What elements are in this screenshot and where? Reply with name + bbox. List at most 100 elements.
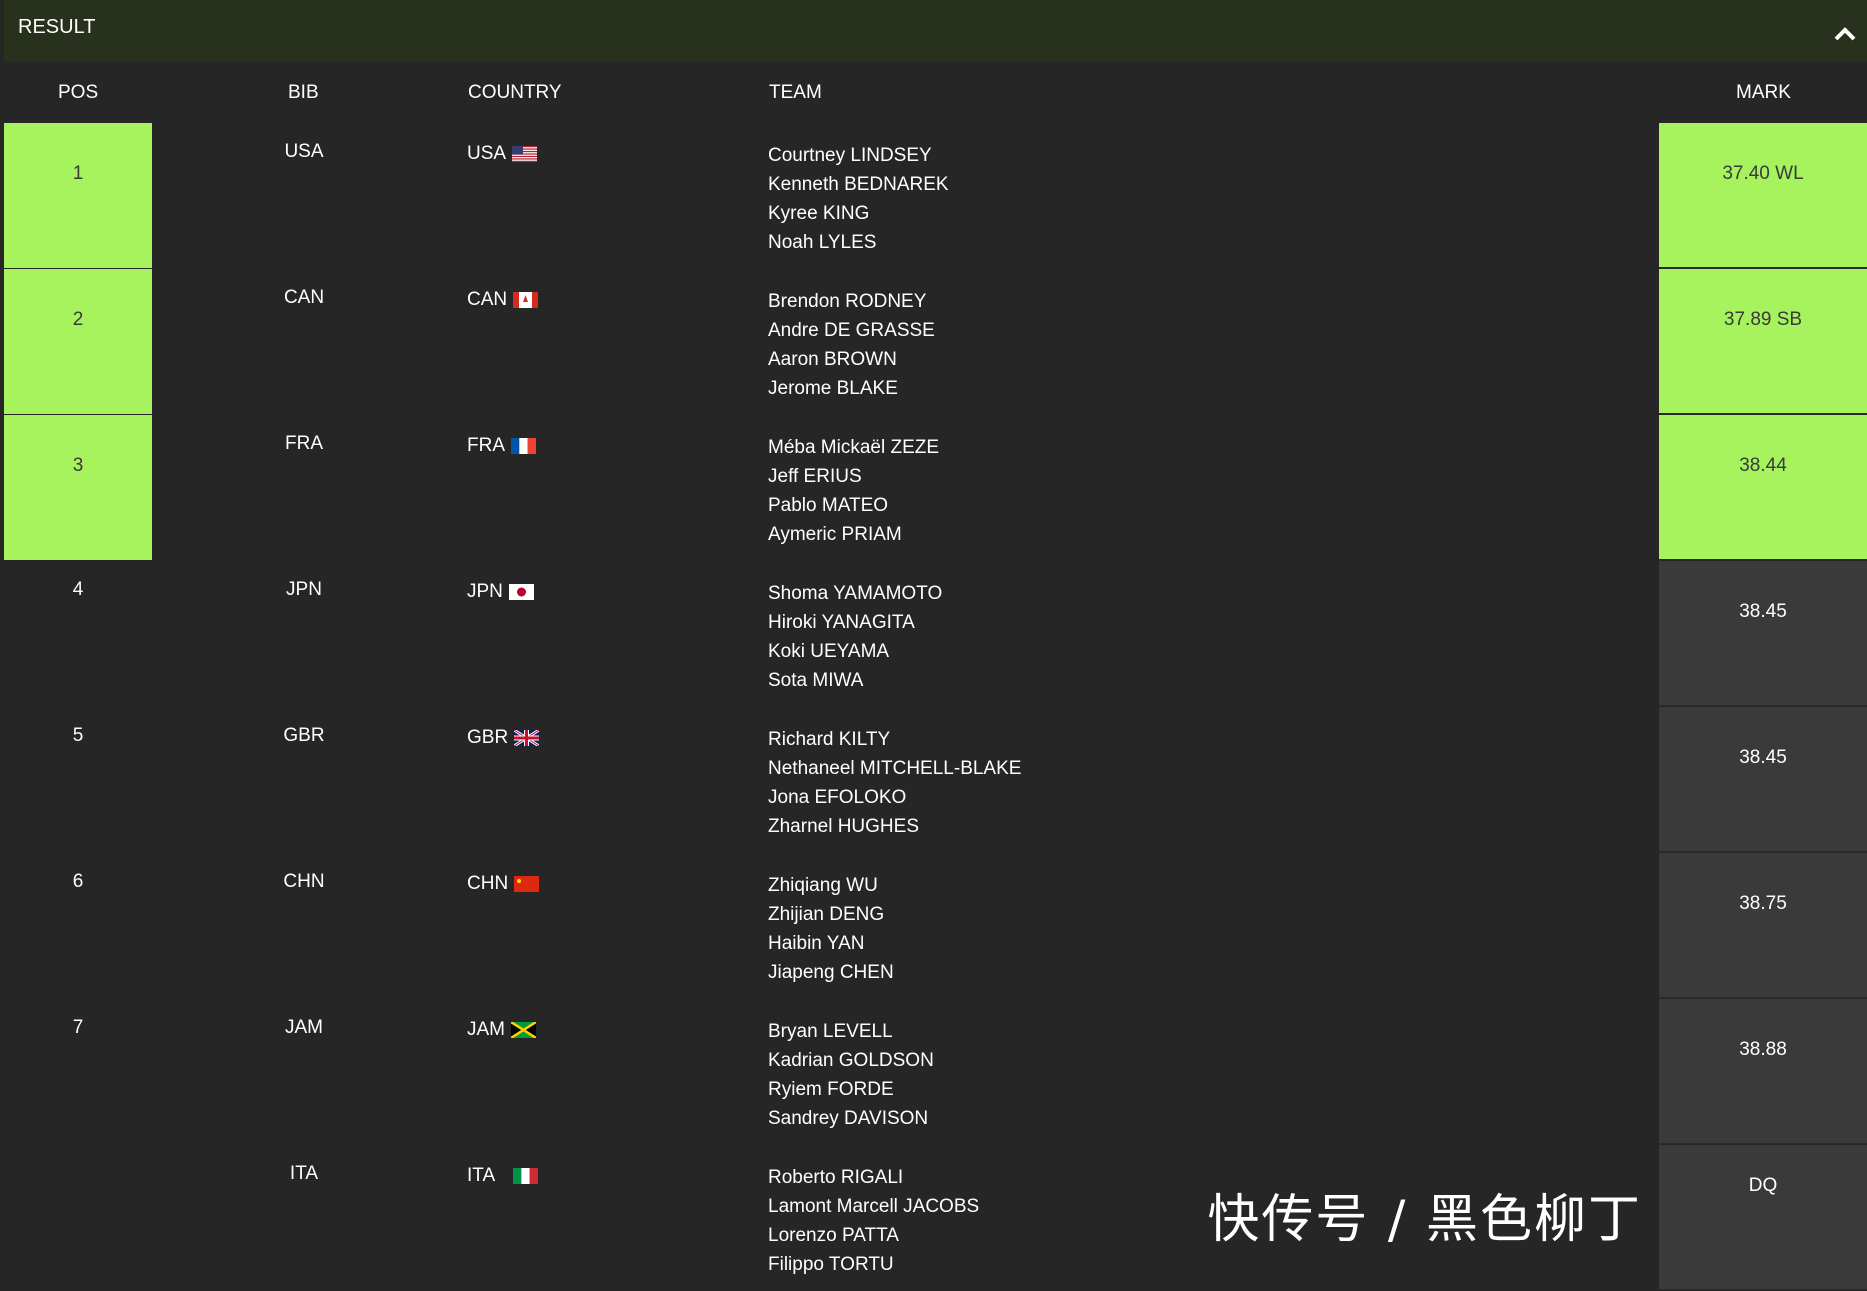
team-members: Courtney LINDSEY Kenneth BEDNAREK Kyree KI… [768, 141, 949, 257]
mark-cell: 38.88 [1659, 999, 1867, 1144]
team-member: Zhijian DENG [768, 904, 885, 925]
chevron-up-icon[interactable] [1833, 22, 1857, 46]
col-pos: POS [58, 82, 99, 103]
team-member: Sandrey DAVISON [768, 1108, 929, 1129]
position [4, 1145, 152, 1290]
flag-jpn-icon [508, 584, 534, 600]
position: 1 [4, 123, 152, 268]
team-member: Aymeric PRIAM [768, 524, 902, 545]
table-row: 2 CAN CAN Brendon RODNEY Andre DE GRASSE A… [0, 269, 1867, 415]
col-bib: BIB [288, 82, 319, 103]
team-members: Bryan LEVELL Kadrian GOLDSON Ryiem FORDE Sa… [768, 1017, 934, 1133]
bib: CHN [283, 871, 325, 892]
team-member: Roberto RIGALI [768, 1167, 904, 1188]
flag-jam-icon [510, 1020, 537, 1040]
team-member: Courtney LINDSEY [768, 145, 932, 166]
team-member: Richard KILTY [768, 729, 891, 750]
flag-gbr-icon [513, 728, 540, 748]
position: 3 [4, 415, 152, 560]
team-member: Bryan LEVELL [768, 1021, 893, 1042]
result-section-header[interactable]: RESULT [4, 0, 1867, 62]
mark: 37.40 WL [1722, 163, 1804, 184]
position: 2 [4, 269, 152, 414]
country: CAN [467, 289, 539, 311]
team-member: Kyree KING [768, 203, 870, 224]
team-member: Kadrian GOLDSON [768, 1050, 934, 1071]
team-member: Lamont Marcell JACOBS [768, 1196, 980, 1217]
bib: ITA [289, 1163, 319, 1184]
mark: 38.45 [1739, 747, 1787, 768]
team-members: Méba Mickaël ZEZE Jeff ERIUS Pablo MATEO Ay… [768, 433, 939, 549]
mark: 38.75 [1739, 893, 1787, 914]
country: FRA [467, 435, 536, 457]
team-member: Hiroki YANAGITA [768, 612, 915, 633]
bib: JAM [285, 1017, 323, 1038]
team-members: Shoma YAMAMOTO Hiroki YANAGITA Koki UEYAMA… [768, 579, 942, 695]
mark-cell: 37.40 WL [1659, 123, 1867, 268]
team-members: Brendon RODNEY Andre DE GRASSE Aaron BROWN… [768, 287, 935, 403]
mark-cell: DQ [1659, 1145, 1867, 1290]
country: ITA [467, 1165, 539, 1187]
team-member: Kenneth BEDNAREK [768, 174, 949, 195]
team-member: Zhiqiang WU [768, 875, 878, 896]
table-row: 7 JAM JAM Bryan LEVELL Kadrian GOLDSON Ryi… [0, 999, 1867, 1145]
table-row: 5 GBR GBR Richard KILTY Nethaneel MITCHEL… [0, 707, 1867, 853]
team-member: Shoma YAMAMOTO [768, 583, 943, 604]
mark-cell: 37.89 SB [1659, 269, 1867, 414]
team-member: Sota MIWA [768, 670, 864, 691]
country-code: CHN [467, 873, 509, 894]
col-country: COUNTRY [468, 82, 562, 103]
mark-cell: 38.75 [1659, 853, 1867, 998]
team-member: Jona EFOLOKO [768, 787, 907, 808]
flag-usa-icon [512, 146, 538, 162]
team-members: Zhiqiang WU Zhijian DENG Haibin YAN Jiapeng… [768, 871, 894, 987]
mark: 38.45 [1739, 601, 1787, 622]
bib: USA [284, 141, 324, 162]
team-member: Haibin YAN [768, 933, 865, 954]
watermark: 快传号 / 黑色柳丁 [1207, 1190, 1642, 1250]
col-team: TEAM [769, 82, 822, 103]
bib: JPN [286, 579, 322, 600]
position: 6 [72, 871, 84, 892]
section-title: RESULT [18, 16, 96, 38]
country-code: CAN [467, 289, 508, 310]
team-member: Noah LYLES [768, 232, 877, 253]
team-member: Jerome BLAKE [768, 378, 898, 399]
team-member: Lorenzo PATTA [768, 1225, 899, 1246]
flag-ita-icon [513, 1168, 539, 1184]
position: 7 [72, 1017, 84, 1038]
team-member: Andre DE GRASSE [768, 320, 935, 341]
position: 4 [72, 579, 84, 600]
country-code: JAM [467, 1019, 505, 1040]
team-member: Brendon RODNEY [768, 291, 927, 312]
country: CHN [467, 873, 540, 895]
mark-cell: 38.44 [1659, 415, 1867, 560]
table-row: 4 JPN JPN Shoma YAMAMOTO Hiroki YANAGITA K… [0, 561, 1867, 707]
team-member: Ryiem FORDE [768, 1079, 894, 1100]
table-row: 3 FRA FRA Méba Mickaël ZEZE Jeff ERIUS Pab… [0, 415, 1867, 561]
bib: CAN [283, 287, 325, 308]
team-member: Aaron BROWN [768, 349, 897, 370]
flag-fra-icon [511, 438, 536, 454]
mark-cell: 38.45 [1659, 707, 1867, 852]
position: 5 [72, 725, 84, 746]
country-code: FRA [467, 435, 505, 456]
mark: 38.88 [1739, 1039, 1787, 1060]
team-member: Jeff ERIUS [768, 466, 862, 487]
table-row: 1 USA USA Courtney LINDSEY Kenneth BEDNAR… [0, 123, 1867, 269]
bib: GBR [283, 725, 325, 746]
team-members: Roberto RIGALI Lamont Marcell JACOBS Loren… [768, 1163, 979, 1279]
team-member: Zharnel HUGHES [768, 816, 919, 837]
mark: 37.89 SB [1723, 309, 1803, 330]
country: GBR [467, 727, 540, 749]
country-code: USA [467, 143, 507, 164]
country-code: JPN [467, 581, 503, 602]
country: JPN [467, 581, 534, 603]
country-code: GBR [467, 727, 509, 748]
table-row: 6 CHN CHN Zhiqiang WU Zhijian DENG Haibin … [0, 853, 1867, 999]
col-mark: MARK [1736, 82, 1791, 103]
bib: FRA [285, 433, 323, 454]
team-member: Nethaneel MITCHELL-BLAKE [768, 758, 1022, 779]
team-member: Pablo MATEO [768, 495, 889, 516]
team-member: Koki UEYAMA [768, 641, 890, 662]
